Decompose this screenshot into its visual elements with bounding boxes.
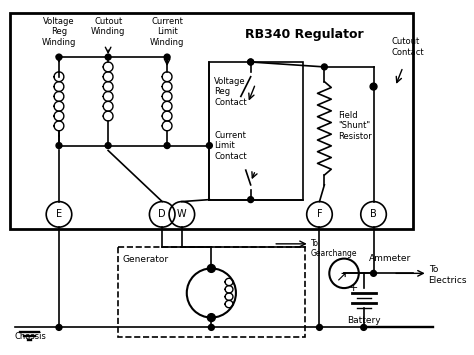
Circle shape	[105, 143, 111, 148]
Circle shape	[248, 59, 254, 65]
Bar	[210, 62, 303, 200]
Text: F: F	[317, 209, 322, 219]
Circle shape	[248, 59, 254, 65]
Text: Current
Limit
Winding: Current Limit Winding	[150, 17, 184, 47]
Circle shape	[56, 54, 62, 60]
Text: RB340 Regulator: RB340 Regulator	[246, 28, 364, 40]
Circle shape	[105, 54, 111, 60]
Text: Chassis: Chassis	[15, 332, 46, 341]
Text: Voltage
Reg
Winding: Voltage Reg Winding	[42, 17, 76, 47]
Bar	[10, 13, 413, 229]
Text: Cutout
Contact: Cutout Contact	[391, 37, 424, 57]
Text: Field
"Shunt"
Resistor: Field "Shunt" Resistor	[338, 111, 372, 141]
Circle shape	[209, 324, 214, 331]
Circle shape	[164, 143, 170, 148]
Circle shape	[317, 324, 322, 331]
Text: Current
Limit
Contact: Current Limit Contact	[214, 131, 247, 160]
Text: D: D	[158, 209, 166, 219]
Circle shape	[248, 197, 254, 203]
Text: To
Gearchange: To Gearchange	[310, 239, 357, 258]
Bar	[118, 247, 305, 337]
Circle shape	[208, 264, 215, 272]
Text: +: +	[349, 283, 358, 293]
Text: E: E	[56, 209, 62, 219]
Text: Battery: Battery	[347, 316, 381, 324]
Text: Generator: Generator	[123, 255, 169, 264]
Text: W: W	[177, 209, 187, 219]
Text: Cutout
Winding: Cutout Winding	[91, 17, 125, 36]
Circle shape	[56, 324, 62, 331]
Circle shape	[321, 64, 328, 70]
Text: To
Electrics: To Electrics	[428, 266, 467, 285]
Circle shape	[208, 314, 215, 322]
Circle shape	[207, 143, 212, 148]
Circle shape	[370, 83, 377, 90]
Text: Voltage
Reg
Contact: Voltage Reg Contact	[214, 77, 247, 106]
Text: Ammeter: Ammeter	[369, 254, 411, 263]
Text: ↗: ↗	[335, 269, 347, 283]
Circle shape	[371, 271, 376, 276]
Circle shape	[56, 143, 62, 148]
Circle shape	[361, 324, 367, 331]
Text: B: B	[370, 209, 377, 219]
Circle shape	[164, 54, 170, 60]
